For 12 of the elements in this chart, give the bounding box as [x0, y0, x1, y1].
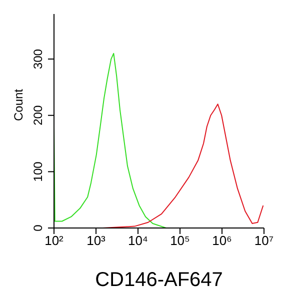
y-tick-label: 100	[31, 161, 45, 182]
x-tick-label: 10³	[86, 233, 106, 248]
x-tick-label: 10⁵	[170, 233, 190, 248]
x-tick-label: 10⁷	[254, 233, 274, 248]
y-tick-label: 0	[31, 224, 45, 232]
x-tick-label: 10²	[44, 233, 64, 248]
x-tick-label: 10⁴	[128, 233, 148, 248]
y-axis-title: Count	[11, 88, 26, 121]
y-tick-label: 300	[31, 48, 45, 70]
y-tick-label: 200	[31, 105, 45, 126]
x-axis-title: CD146-AF647	[95, 269, 223, 291]
x-tick-label: 10⁶	[212, 233, 232, 248]
